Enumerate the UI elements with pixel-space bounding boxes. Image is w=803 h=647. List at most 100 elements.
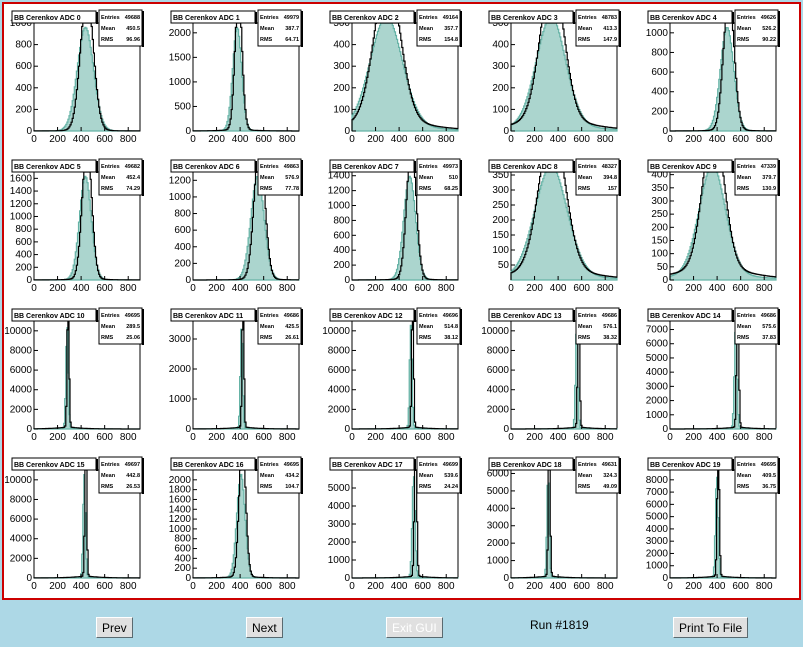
x-tick-label: 200 [367,581,384,592]
stats-label: RMS [101,37,114,43]
histogram-panel: 0 200 400 600 800020040060080010001200140016… [169,456,303,592]
stats-value: 514.8 [444,324,458,330]
x-tick-label: 800 [279,134,296,145]
x-tick-label: 0 [667,581,673,592]
stats-value: 49626 [761,15,776,21]
histogram-title: BB Cerenkov ADC 9 [650,164,717,171]
histogram-title: BB Cerenkov ADC 19 [650,462,721,469]
y-tick-label: 7000 [646,487,669,498]
x-tick-label: 800 [756,432,773,443]
y-tick-label: 300 [333,61,350,72]
x-tick-label: 400 [73,283,90,294]
stats-box-shadow [778,160,780,196]
stats-label: RMS [260,484,273,490]
y-tick-label: 2000 [646,396,669,407]
x-tick-label: 800 [279,283,296,294]
y-tick-label: 400 [15,250,32,261]
y-tick-label: 400 [492,40,509,51]
y-tick-label: 0 [503,573,509,584]
histogram-line [192,469,299,579]
prev-button[interactable]: Prev [96,617,133,638]
title-box-shadow [255,12,257,24]
x-tick-label: 0 [190,283,196,294]
stats-label: Mean [419,324,434,330]
stats-label: RMS [578,37,591,43]
stats-value: 289.5 [126,324,140,330]
x-tick-label: 0 [31,134,37,145]
histogram-title: BB Cerenkov ADC 14 [650,313,721,320]
x-tick-label: 0 [190,134,196,145]
stats-value: 49699 [443,462,458,468]
x-tick-label: 800 [279,432,296,443]
y-tick-label: 800 [651,47,668,58]
title-box-shadow [573,310,575,322]
histogram-title: BB Cerenkov ADC 4 [650,15,717,22]
stats-label: RMS [419,186,432,192]
stats-label: Entries [101,15,120,21]
y-tick-label: 100 [492,104,509,115]
y-tick-label: 2000 [487,404,510,415]
y-tick-label: 3000 [328,519,351,530]
stats-label: RMS [419,484,432,490]
x-tick-label: 200 [526,283,543,294]
y-tick-label: 10000 [322,326,350,337]
x-tick-label: 400 [232,283,249,294]
y-tick-label: 8000 [10,494,33,505]
stats-value: 130.9 [762,186,776,192]
y-tick-label: 2000 [169,475,192,486]
stats-box-shadow [142,11,144,47]
y-tick-label: 100 [651,249,668,260]
x-tick-label: 200 [685,134,702,145]
x-tick-label: 200 [49,581,66,592]
y-tick-label: 2000 [169,28,192,39]
stats-value: 49686 [602,313,617,319]
y-tick-label: 10000 [481,326,509,337]
stats-box-shadow [301,309,303,345]
stats-label: Entries [260,462,279,468]
stats-label: RMS [260,37,273,43]
stats-box-shadow [142,458,144,494]
histogram-line [192,22,299,132]
stats-box [734,9,779,47]
x-tick-label: 600 [573,432,590,443]
stats-label: Mean [578,324,593,330]
exit-gui-button[interactable]: Exit GUI [386,617,443,638]
stats-label: RMS [419,37,432,43]
stats-value: 37.83 [762,335,776,341]
x-tick-label: 200 [685,432,702,443]
stats-box [575,456,620,494]
x-tick-label: 600 [255,581,272,592]
stats-label: Entries [419,462,438,468]
x-tick-label: 400 [550,581,567,592]
histogram-panel: 0 200 400 600 800 0 200 400 600 800 1000 1200 BB Cer… [169,158,303,294]
y-tick-label: 10000 [4,326,32,337]
title-box-shadow [414,459,416,471]
stats-label: RMS [737,37,750,43]
stats-box-shadow [301,458,303,494]
x-tick-label: 400 [73,581,90,592]
title-box-shadow [96,459,98,471]
stats-value: 147.9 [603,37,617,43]
print-to-file-button[interactable]: Print To File [673,617,749,638]
x-tick-label: 600 [414,432,431,443]
histogram-line [510,171,617,280]
y-tick-label: 6000 [487,365,510,376]
y-tick-label: 600 [174,544,191,555]
y-tick-label: 0 [662,126,668,137]
stats-label: Mean [578,473,593,479]
stats-value: 450.5 [126,26,140,32]
y-tick-label: 1200 [169,175,192,186]
stats-label: Entries [737,313,756,319]
y-tick-label: 0 [662,424,668,435]
x-tick-label: 0 [31,283,37,294]
y-tick-label: 1800 [169,485,192,496]
x-tick-label: 200 [49,283,66,294]
x-tick-label: 200 [526,581,543,592]
stats-box [416,158,461,196]
stats-label: RMS [419,335,432,341]
next-button[interactable]: Next [246,617,283,638]
histogram-title: BB Cerenkov ADC 15 [14,462,85,469]
stats-box-shadow [301,11,303,47]
